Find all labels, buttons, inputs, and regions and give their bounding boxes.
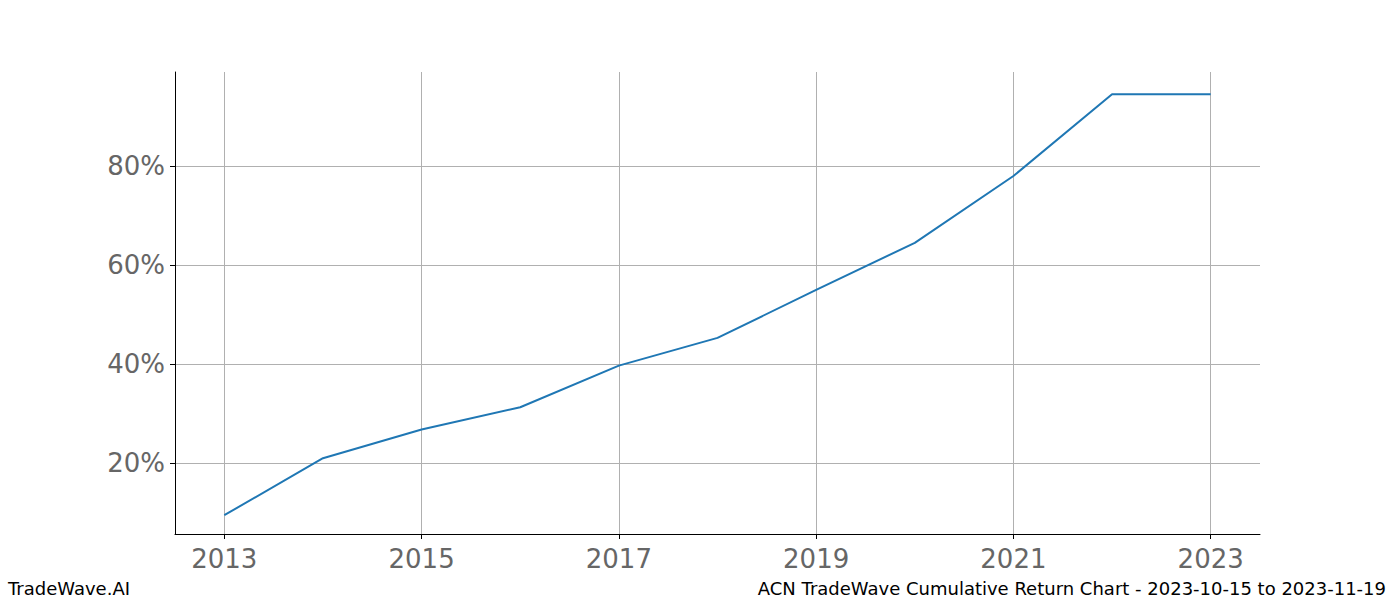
svg-text:20%: 20% xyxy=(107,448,165,478)
svg-text:2015: 2015 xyxy=(389,544,455,574)
svg-text:2017: 2017 xyxy=(586,544,652,574)
svg-text:2013: 2013 xyxy=(191,544,257,574)
svg-text:2021: 2021 xyxy=(980,544,1046,574)
svg-text:40%: 40% xyxy=(107,349,165,379)
svg-text:ACN TradeWave Cumulative Retur: ACN TradeWave Cumulative Return Chart - … xyxy=(758,578,1386,599)
svg-text:60%: 60% xyxy=(107,250,165,280)
svg-text:TradeWave.AI: TradeWave.AI xyxy=(7,578,130,599)
svg-text:80%: 80% xyxy=(107,151,165,181)
svg-text:2019: 2019 xyxy=(783,544,849,574)
svg-text:2023: 2023 xyxy=(1178,544,1244,574)
